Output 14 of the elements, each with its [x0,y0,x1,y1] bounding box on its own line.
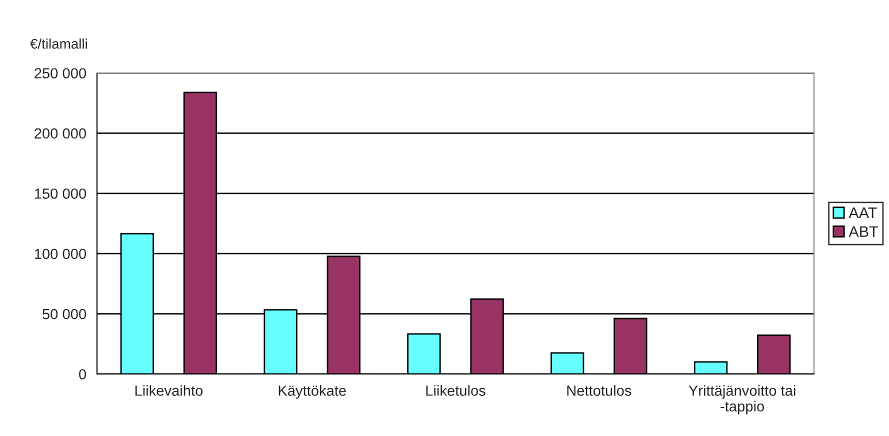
y-tick-label: 100 000 [34,248,86,260]
y-axis-title: €/tilamalli [30,38,87,49]
x-tick-label: Käyttökate [278,385,346,399]
x-tick-label: Liikevaihto [135,385,203,396]
y-tick-label: 0 [79,369,86,380]
y-tick-label: 200 000 [34,128,86,139]
y-tick-label: 150 000 [34,188,86,199]
y-tick-label: 50 000 [42,308,86,320]
x-tick-label: Nettotulos [567,385,632,396]
legend-label: AAT [848,208,877,218]
legend-label: ABT [848,226,878,237]
y-tick-label: 250 000 [34,68,86,78]
x-tick-label: Yrittäjänvoitto tai -tappio [688,385,796,414]
x-tick-label: Liiketulos [426,385,486,396]
